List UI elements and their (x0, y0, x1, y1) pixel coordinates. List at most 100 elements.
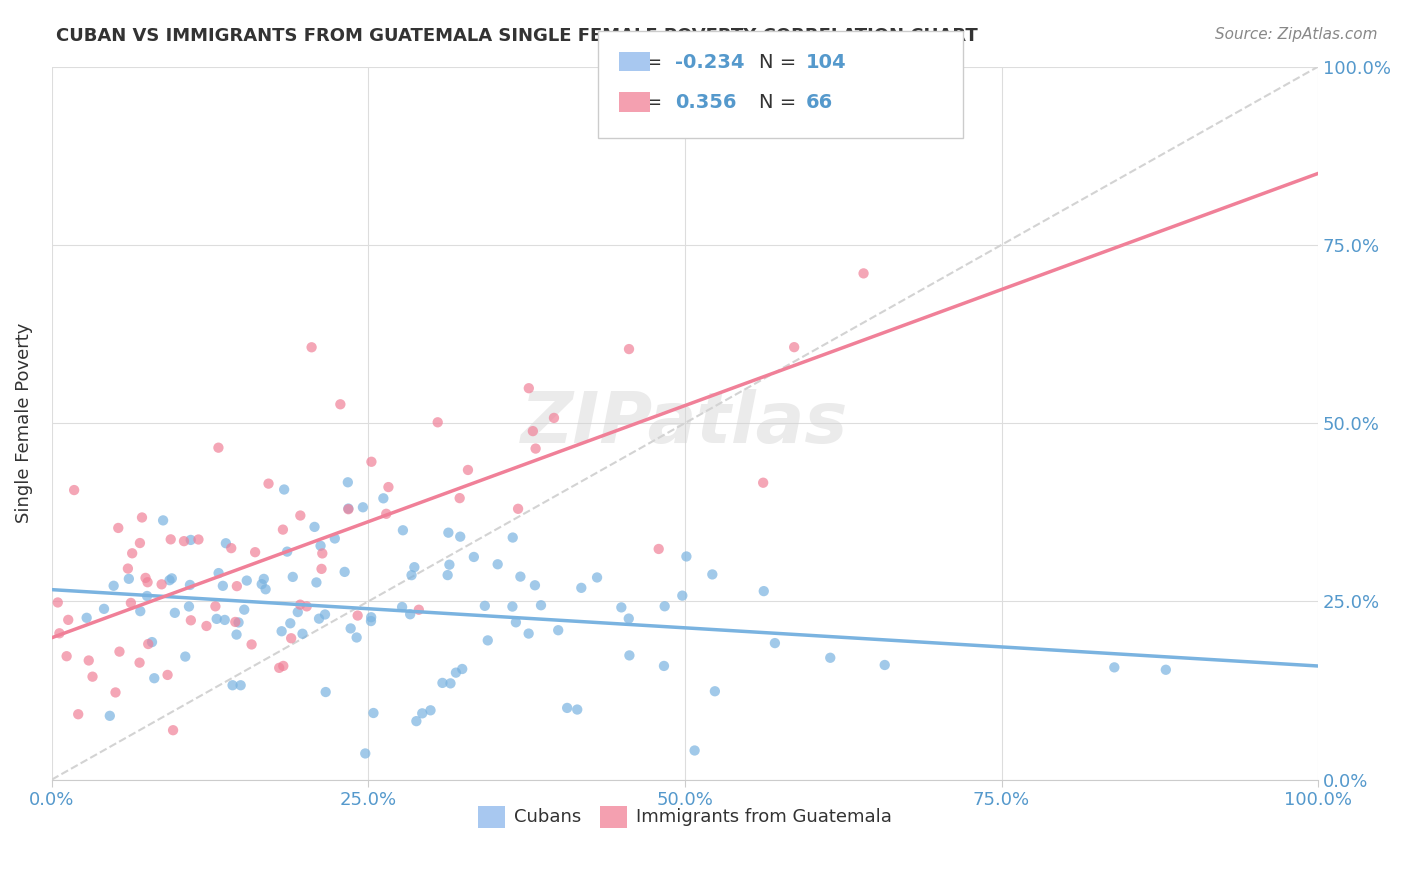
Point (215, 536, 238, 550)
Point (555, 701, 578, 715)
Point (150, 577, 173, 591)
Point (522, 424, 544, 438)
Point (131, 510, 153, 524)
Point (301, 340, 323, 354)
Point (136, 637, 159, 651)
Point (314, 607, 336, 622)
Point (212, 579, 235, 593)
Point (205, 612, 228, 626)
Point (179, 578, 201, 592)
Point (228, 615, 250, 630)
Point (457, 463, 479, 477)
Point (411, 706, 433, 721)
Point (236, 574, 259, 588)
Point (270, 624, 292, 639)
Point (308, 612, 330, 626)
Point (129, 604, 152, 618)
Point (288, 598, 311, 612)
Point (287, 605, 309, 619)
Point (610, 600, 633, 615)
Point (207, 566, 229, 580)
Point (401, 568, 423, 582)
Point (763, 636, 786, 650)
Point (333, 565, 356, 579)
Point (439, 676, 461, 690)
Point (104, 685, 127, 699)
Point (174, 649, 197, 664)
Point (128, 656, 150, 670)
Point (98, 709, 121, 723)
Point (141, 635, 163, 649)
Point (675, 549, 697, 564)
Point (523, 578, 546, 592)
Point (820, 650, 842, 665)
Text: CUBAN VS IMMIGRANTS FROM GUATEMALA SINGLE FEMALE POVERTY CORRELATION CHART: CUBAN VS IMMIGRANTS FROM GUATEMALA SINGL… (56, 27, 979, 45)
Point (290, 508, 312, 523)
Point (160, 571, 183, 585)
Point (219, 541, 242, 556)
Point (654, 599, 676, 614)
Point (360, 610, 382, 624)
Point (363, 706, 385, 720)
Point (530, 599, 553, 613)
Point (683, 743, 706, 757)
Point (129, 536, 152, 550)
Point (509, 569, 531, 583)
Point (439, 558, 461, 572)
Point (352, 500, 374, 515)
Point (257, 476, 280, 491)
Point (229, 678, 252, 692)
Point (221, 678, 243, 692)
Text: R =: R = (626, 93, 668, 112)
Point (617, 611, 640, 625)
Text: N =: N = (759, 93, 803, 112)
Point (108, 645, 131, 659)
Point (224, 615, 246, 629)
Point (46, 595, 69, 609)
Point (173, 534, 195, 549)
Point (55, 649, 77, 664)
Point (162, 723, 184, 738)
Point (281, 570, 304, 584)
Point (543, 411, 565, 425)
Point (152, 513, 174, 527)
Point (304, 520, 326, 534)
Point (477, 633, 499, 648)
Point (474, 599, 496, 613)
Point (67, 707, 90, 722)
Point (225, 579, 247, 593)
Point (82, 670, 104, 684)
Point (195, 619, 218, 633)
Point (702, 567, 724, 582)
Point (250, 577, 273, 591)
Point (103, 579, 125, 593)
Point (136, 575, 159, 590)
Point (143, 671, 166, 685)
Point (567, 702, 589, 716)
Point (517, 381, 540, 395)
Point (506, 501, 529, 516)
Point (399, 607, 422, 622)
Point (271, 523, 294, 537)
Point (524, 442, 547, 456)
Point (311, 546, 333, 560)
Point (486, 558, 509, 572)
Point (77, 653, 100, 667)
Point (337, 501, 360, 516)
Point (852, 266, 875, 280)
Point (451, 662, 474, 676)
Point (58, 613, 80, 627)
Point (426, 415, 449, 429)
Point (329, 397, 352, 411)
Point (444, 665, 467, 680)
Point (309, 539, 332, 553)
Point (159, 573, 181, 587)
Legend: Cubans, Immigrants from Guatemala: Cubans, Immigrants from Guatemala (471, 798, 898, 835)
Text: N =: N = (759, 53, 803, 72)
Point (360, 455, 382, 469)
Text: R =: R = (626, 53, 668, 72)
Point (337, 502, 360, 516)
Point (269, 661, 291, 675)
Point (391, 599, 413, 614)
Point (63, 483, 86, 497)
